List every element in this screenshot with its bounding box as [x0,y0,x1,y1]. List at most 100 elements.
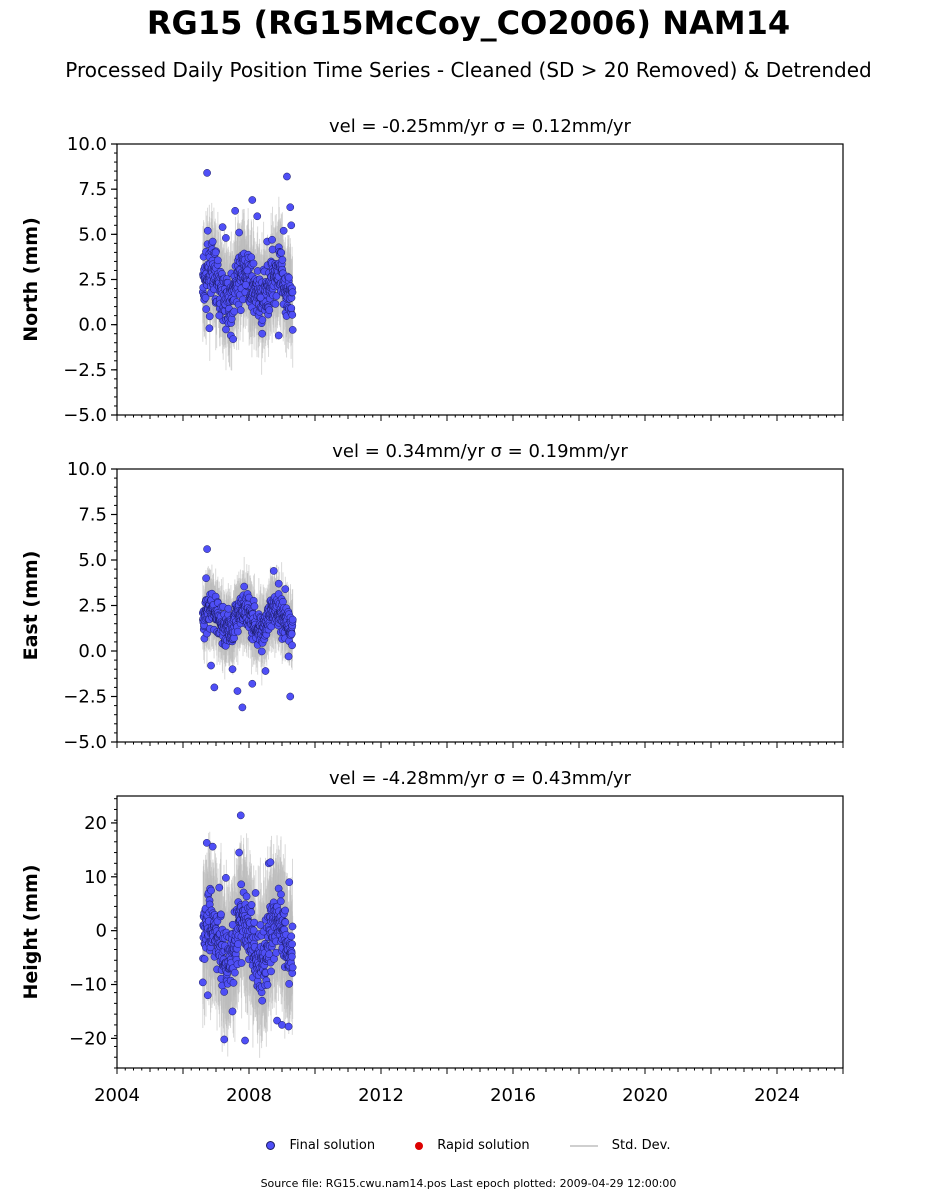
final-point [288,311,297,319]
final-point [228,665,237,674]
final-point [281,906,290,915]
panel-2: 10.0 7.5 5.0 2.5 0.0 −2.5 −5.0 vel = 0.34mm/yr … [20,441,844,753]
final-point [265,306,274,314]
final-point [224,604,233,613]
legend-std: Std. Dev. [569,1138,671,1153]
final-point [250,602,259,611]
y-tick-label: 7.5 [78,179,107,200]
panel-title: vel = -0.25mm/yr σ = 0.12mm/yr [329,116,632,137]
legend-final: Final solution [266,1138,375,1153]
std-dev-line-marker [569,1144,598,1147]
final-point [241,281,250,289]
final-point [283,172,291,181]
final-point [233,687,242,695]
final-point [235,228,243,237]
x-tick-label: 2024 [754,1085,800,1106]
final-point [230,307,239,316]
final-point [269,567,278,575]
final-point [273,1016,281,1025]
final-point [271,300,280,308]
final-point [233,627,242,636]
final-point [266,858,275,867]
final-point [200,955,209,963]
y-tick-label: −2.5 [63,687,107,708]
figure-title: RG15 (RG15McCoy_CO2006) NAM14 [146,4,791,42]
legend: Final solution Rapid solution Std. Dev. [0,1138,937,1153]
y-tick-label: 5.0 [78,550,107,571]
final-point [263,981,272,989]
final-point [284,1022,293,1031]
final-point [208,842,217,851]
final-point [287,630,296,638]
y-tick-label: 10.0 [67,134,107,155]
final-point [213,256,222,265]
final-point [261,667,270,675]
final-point [242,892,251,901]
rapid-solution-marker [415,1141,424,1150]
x-tick-label: 2020 [622,1085,668,1106]
final-point [229,979,238,987]
legend-rapid-label: Rapid solution [437,1138,530,1153]
y-axis-label: Height (mm) [20,864,42,999]
final-point [234,940,242,948]
y-tick-label: 2.5 [78,270,107,291]
y-tick-label: 5.0 [78,224,107,245]
final-point [202,839,211,847]
final-point [285,878,294,887]
final-point [211,248,220,257]
final-point [285,980,293,988]
final-point [267,967,275,976]
y-tick-label: −2.5 [63,360,107,381]
y-tick-label: 10 [84,867,107,888]
plot-area [198,169,297,375]
final-point [210,683,219,692]
final-point [286,692,295,701]
final-point [288,288,297,297]
final-point [268,235,276,244]
final-point [215,311,224,320]
final-point [231,206,239,215]
plot-area [198,545,297,712]
final-point [222,874,230,882]
final-solution-points [198,811,297,1045]
final-point [205,324,214,333]
final-point [236,306,245,315]
y-axis-label: North (mm) [20,217,42,342]
panel-3: 20 10 0 −10 −20 2004 2008 2012 2016 2020 2024 vel =… [20,768,844,1106]
final-point [220,1035,229,1044]
final-point [286,203,295,212]
final-point [288,952,296,961]
y-axis-label: East (mm) [20,551,42,661]
panel-title: vel = -4.28mm/yr σ = 0.43mm/yr [329,768,632,789]
plot-area [198,811,297,1058]
final-point [258,316,267,324]
final-point [218,223,227,231]
final-point [257,647,266,656]
final-point [240,582,249,591]
final-point [235,848,243,857]
x-tick-label: 2008 [226,1085,272,1106]
final-point [205,312,214,321]
final-point [243,266,252,275]
final-solution-points [198,169,297,343]
final-point [198,978,207,987]
final-point [287,932,296,941]
legend-std-label: Std. Dev. [611,1138,671,1153]
final-point [288,922,297,931]
final-point [288,963,297,972]
final-point [281,918,290,927]
x-tick-label: 2004 [94,1085,140,1106]
final-point [248,196,257,204]
y-tick-label: 0.0 [78,641,107,662]
final-point [276,897,285,906]
y-tick-label: 0 [96,921,107,942]
final-point [229,335,238,343]
final-point [203,226,212,235]
final-point [207,886,215,895]
final-point [237,959,246,967]
final-point [202,574,210,583]
final-point [228,1007,237,1016]
y-tick-label: −5.0 [63,405,107,426]
final-point [222,234,230,242]
y-tick-label: 2.5 [78,596,107,617]
